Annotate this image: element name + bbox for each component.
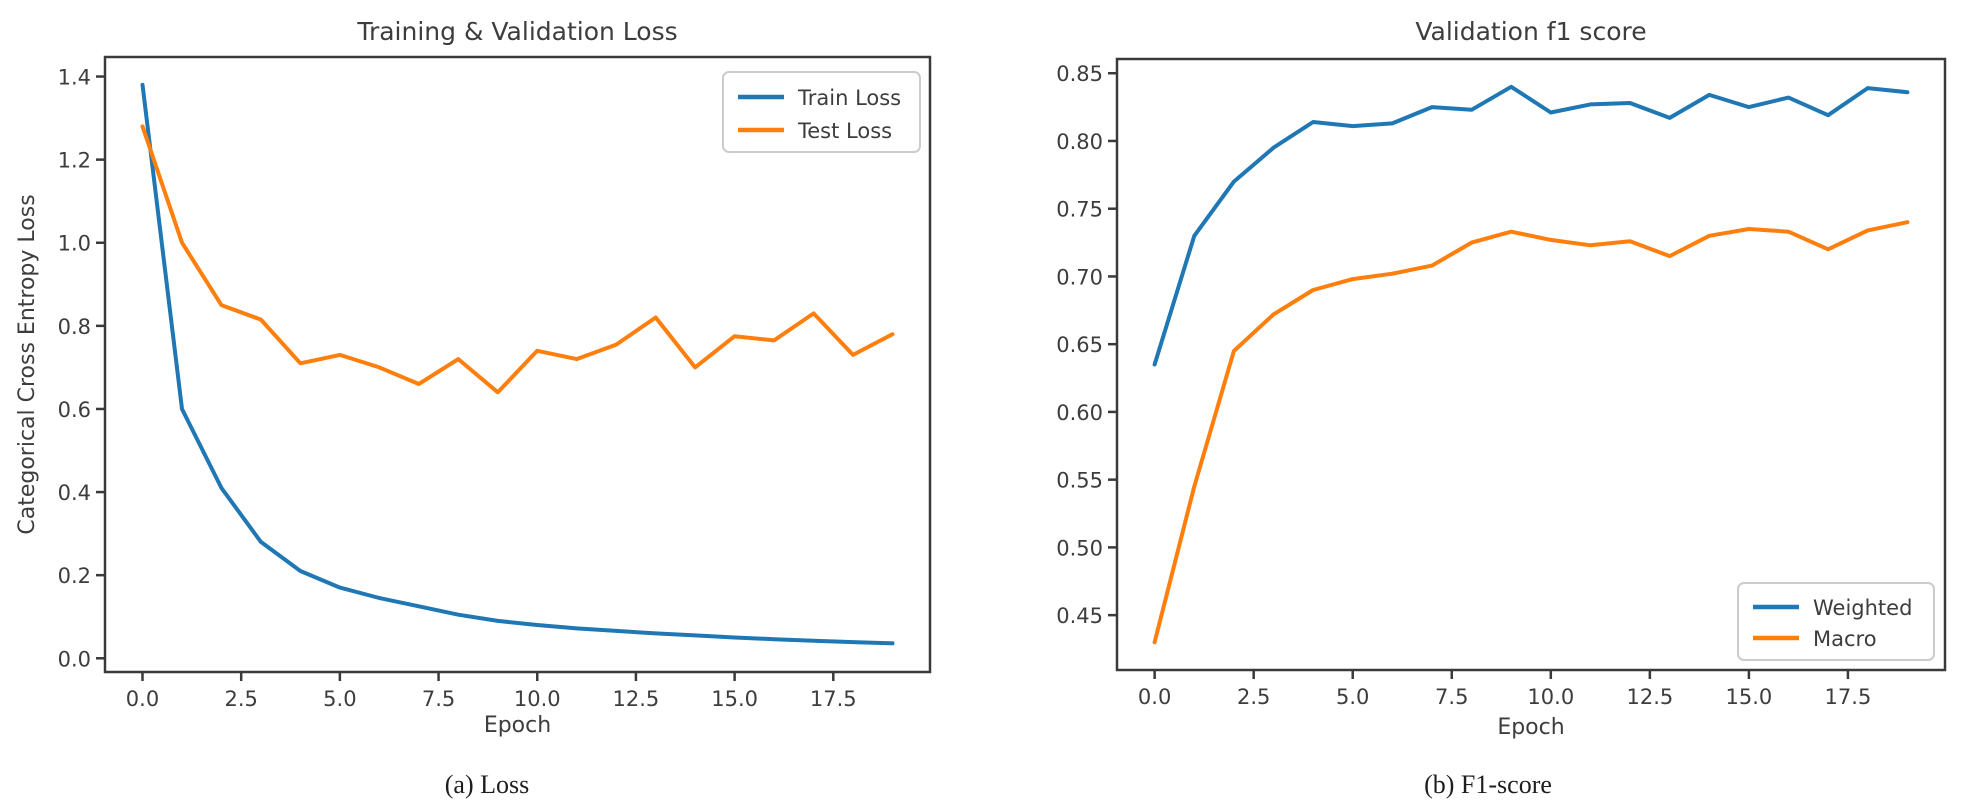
x-tick-label: 7.5 xyxy=(422,687,455,711)
caption-f1: (b) F1-score xyxy=(1424,770,1552,799)
legend-label-weighted: Weighted xyxy=(1813,596,1912,620)
x-tick-label: 12.5 xyxy=(613,687,660,711)
series-line-test-loss xyxy=(140,124,895,395)
x-tick-label: 0.0 xyxy=(1138,685,1171,709)
x-tick-label: 5.0 xyxy=(323,687,356,711)
x-tick-label: 17.5 xyxy=(1825,685,1872,709)
y-tick-label: 0.4 xyxy=(58,481,91,505)
y-axis-label: Categorical Cross Entropy Loss xyxy=(15,194,40,534)
y-tick-label: 0.6 xyxy=(58,398,91,422)
y-tick-label: 0.60 xyxy=(1056,401,1103,425)
x-tick-label: 7.5 xyxy=(1435,685,1468,709)
plot-frame xyxy=(103,55,932,674)
y-tick-label: 1.0 xyxy=(58,232,91,256)
y-tick-label: 0.80 xyxy=(1056,130,1103,154)
legend-label-macro: Macro xyxy=(1813,627,1877,651)
legend-label-test-loss: Test Loss xyxy=(797,119,892,143)
y-tick-label: 0.45 xyxy=(1056,604,1103,628)
series-line-macro xyxy=(1152,220,1910,645)
chart-title: Validation f1 score xyxy=(1415,17,1646,46)
y-tick-label: 0.55 xyxy=(1056,469,1103,493)
x-tick-label: 10.0 xyxy=(1527,685,1574,709)
y-tick-label: 0.50 xyxy=(1056,536,1103,560)
x-tick-label: 15.0 xyxy=(711,687,758,711)
plot-frame xyxy=(1115,57,1947,672)
series-line-train-loss xyxy=(140,82,895,646)
x-axis-label: Epoch xyxy=(1497,715,1564,740)
y-tick-label: 0.65 xyxy=(1056,333,1103,357)
y-tick-label: 0.85 xyxy=(1056,62,1103,86)
y-tick-label: 0.75 xyxy=(1056,198,1103,222)
x-tick-label: 5.0 xyxy=(1336,685,1369,709)
x-axis-label: Epoch xyxy=(484,713,551,738)
x-tick-label: 2.5 xyxy=(224,687,257,711)
legend-box xyxy=(1737,582,1935,661)
caption-loss: (a) Loss xyxy=(444,770,530,799)
x-tick-label: 17.5 xyxy=(810,687,857,711)
f1-chart: Validation f1 score Epoch 0.0 2.5 5.0 7.5 10.0… xyxy=(1056,17,1947,740)
x-tick-label: 15.0 xyxy=(1726,685,1773,709)
y-tick-label: 0.2 xyxy=(58,564,91,588)
x-tick-label: 10.0 xyxy=(514,687,561,711)
legend: Train Loss Test Loss xyxy=(722,71,921,153)
x-tick-label: 0.0 xyxy=(126,687,159,711)
x-tick-label: 2.5 xyxy=(1237,685,1270,709)
loss-chart: Training & Validation Loss Epoch Categoric… xyxy=(15,17,932,738)
x-tick-label: 12.5 xyxy=(1626,685,1673,709)
y-tick-label: 1.4 xyxy=(58,66,91,90)
chart-title: Training & Validation Loss xyxy=(356,17,677,46)
legend: Weighted Macro xyxy=(1737,582,1935,661)
legend-label-train-loss: Train Loss xyxy=(797,86,901,110)
y-tick-label: 0.0 xyxy=(58,647,91,671)
y-tick-label: 0.70 xyxy=(1056,265,1103,289)
y-tick-label: 0.8 xyxy=(58,315,91,339)
series-line-weighted xyxy=(1152,84,1910,367)
y-tick-label: 1.2 xyxy=(58,149,91,173)
